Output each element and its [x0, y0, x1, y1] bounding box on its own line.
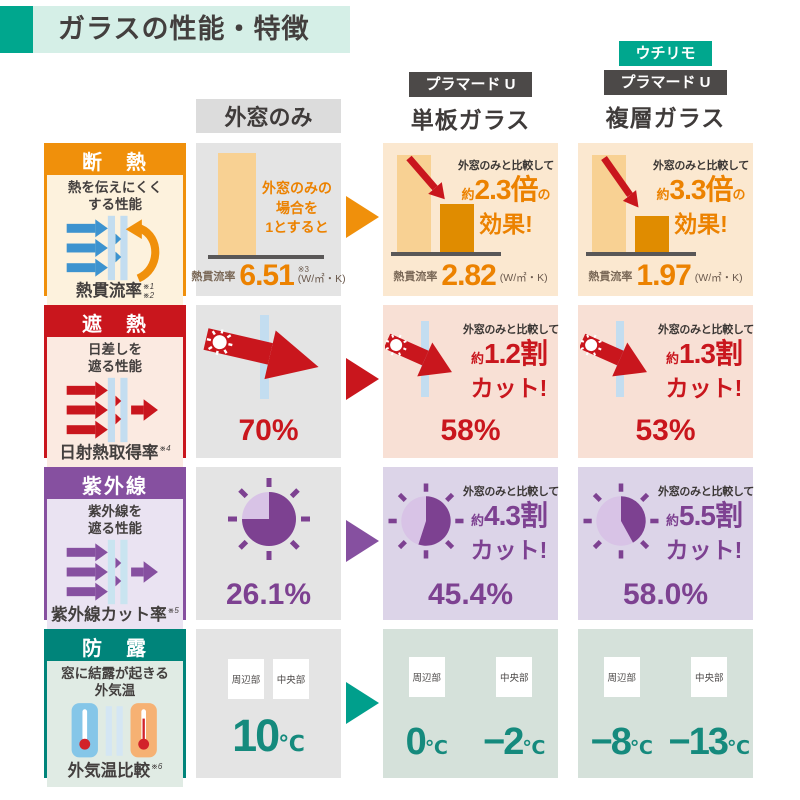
row-card-shading: 遮 熱 日差しを 遮る性能 日射熱取得率 ※4 — [44, 305, 186, 469]
temp-value: −8℃ — [590, 721, 653, 763]
row-desc-shading: 日差しを 遮る性能 — [88, 342, 142, 374]
drop-arrow-icon — [601, 155, 639, 208]
flow-arrow-insulation-icon — [346, 196, 379, 238]
temp-chips: 周辺部 中央部 — [196, 659, 341, 699]
temp-value: 0℃ — [405, 721, 448, 763]
u-value-line: 熱貫流率 6.51 ※3 (W/㎡・K) — [191, 258, 346, 292]
percent-value: 26.1% — [225, 578, 312, 611]
temp-value: 10℃ — [232, 710, 305, 761]
temp-col-peripheral: 周辺部 −8℃ — [578, 629, 666, 778]
improved-bar — [440, 204, 474, 252]
row-metric-condensation: 外気温比較 ※6 — [67, 761, 163, 780]
title-accent-square — [0, 6, 33, 53]
temp-chip-peripheral: 周辺部 — [408, 657, 445, 697]
cell-shading-single: 外窓のみと比較して 約1.2割 カット! 58% — [383, 305, 559, 458]
effect-note: 外窓のみと比較して 約2.3倍の 効果! — [458, 160, 554, 238]
row-header-condensation: 防 露 — [47, 632, 183, 661]
improved-bar — [635, 216, 669, 252]
cell-insulation-double: 外窓のみと比較して 約3.3倍の 効果! 熱貫流率 1.97 (W/㎡・K) — [578, 143, 753, 296]
row-header-shading: 遮 熱 — [47, 308, 183, 337]
temp-chip-peripheral: 周辺部 — [603, 657, 640, 697]
cell-insulation-single: 外窓のみと比較して 約2.3倍の 効果! 熱貫流率 2.82 (W/㎡・K) — [383, 143, 558, 296]
thermometers-icon — [71, 702, 157, 758]
temp-chip-center: 中央部 — [273, 659, 309, 699]
row-metric-shading: 日射熱取得率 ※4 — [59, 443, 171, 462]
effect-note: 外窓のみと比較して 約4.3割 カット! — [463, 486, 559, 564]
flow-arrow-shading-icon — [346, 358, 379, 400]
row-desc-condensation: 窓に結露が起きる 外気温 — [61, 666, 169, 698]
column-header-double: ウチリモ プラマード U 複層ガラス — [578, 41, 753, 133]
flow-arrow-uv-icon — [346, 520, 379, 562]
cell-condensation-single: 周辺部 0℃ 中央部 −2℃ — [383, 629, 558, 778]
sun-arrow-icon — [203, 315, 319, 399]
effect-note: 外窓のみと比較して 約1.2割 カット! — [463, 324, 559, 402]
temp-col-center: 中央部 −13℃ — [666, 629, 754, 778]
temp-chip-peripheral: 周辺部 — [228, 659, 264, 699]
title-banner — [33, 6, 350, 53]
cell-shading-base: 70% — [196, 305, 341, 458]
insulation-arrows-icon — [66, 215, 160, 282]
shading-arrows-icon — [66, 377, 158, 442]
temp-chip-center: 中央部 — [691, 657, 728, 697]
uv-arrows-icon — [66, 539, 158, 604]
page-title: ガラスの性能・特徴 — [58, 14, 310, 44]
sun-arrow-icon — [580, 321, 647, 397]
effect-note: 外窓のみと比較して 約3.3倍の 効果! — [653, 160, 749, 238]
temp-col-center: 中央部 −2℃ — [471, 629, 559, 778]
base-caption: 外窓のみの 場合を 1とすると — [262, 180, 332, 236]
percent-value: 70% — [238, 414, 299, 447]
brand-badge-plamard: プラマード U — [409, 72, 532, 97]
row-card-uv: 紫外線 紫外線を 遮る性能 紫外線カット率 ※5 — [44, 467, 186, 631]
cell-condensation-base: 周辺部 中央部 10℃ — [196, 629, 341, 778]
row-desc-uv: 紫外線を 遮る性能 — [88, 504, 142, 536]
uv-sun-pie-icon — [583, 483, 659, 559]
base-bar — [218, 153, 256, 256]
brand-badge-plamard2: プラマード U — [604, 70, 727, 95]
glass-type-double: 複層ガラス — [605, 105, 726, 131]
temp-col-peripheral: 周辺部 0℃ — [383, 629, 471, 778]
cell-condensation-double: 周辺部 −8℃ 中央部 −13℃ — [578, 629, 753, 778]
column-header-single: プラマード U 単板ガラス — [383, 72, 558, 135]
cell-shading-double: 外窓のみと比較して 約1.3割 カット! 53% — [578, 305, 754, 458]
bar-baseline — [391, 252, 501, 256]
cell-uv-double: 外窓のみと比較して 約5.5割 カット! 58.0% — [578, 467, 754, 620]
flow-arrow-condensation-icon — [346, 682, 379, 724]
percent-value: 58.0% — [622, 578, 709, 611]
row-header-uv: 紫外線 — [47, 470, 183, 499]
percent-value: 53% — [635, 414, 696, 447]
cell-insulation-base: 外窓のみの 場合を 1とすると 熱貫流率 6.51 ※3 (W/㎡・K) — [191, 143, 346, 296]
percent-value: 45.4% — [427, 578, 514, 611]
row-card-condensation: 防 露 窓に結露が起きる 外気温 外気温比較 ※6 — [44, 629, 186, 787]
row-header-insulation: 断 熱 — [47, 146, 183, 175]
cell-uv-single: 外窓のみと比較して 約4.3割 カット! 45.4% — [383, 467, 559, 620]
temp-value: −2℃ — [483, 721, 546, 763]
u-value-line: 熱貫流率 1.97 (W/㎡・K) — [588, 258, 743, 292]
bar-baseline — [586, 252, 696, 256]
brand-badge-uchirimo: ウチリモ — [619, 41, 712, 66]
temp-chip-center: 中央部 — [496, 657, 533, 697]
uv-sun-pie-icon — [228, 478, 310, 560]
effect-note: 外窓のみと比較して 約5.5割 カット! — [658, 486, 754, 564]
column-header-base: 外窓のみ — [196, 99, 341, 133]
effect-note: 外窓のみと比較して 約1.3割 カット! — [658, 324, 754, 402]
sun-arrow-icon — [385, 321, 452, 397]
percent-value: 58% — [440, 414, 501, 447]
row-metric-uv: 紫外線カット率 ※5 — [51, 605, 179, 624]
row-desc-insulation: 熱を伝えにくく する性能 — [67, 180, 163, 212]
drop-arrow-icon — [406, 155, 445, 200]
glass-type-single: 単板ガラス — [410, 107, 531, 133]
base-bar — [397, 155, 431, 252]
cell-uv-base: 26.1% — [196, 467, 341, 620]
temp-value: −13℃ — [668, 721, 750, 763]
uv-sun-pie-icon — [388, 483, 464, 559]
bar-baseline — [208, 255, 324, 259]
row-card-insulation: 断 熱 熱を伝えにくく する性能 熱貫流率 ※1 ※2 — [44, 143, 186, 308]
u-value-line: 熱貫流率 2.82 (W/㎡・K) — [393, 258, 548, 292]
row-metric-insulation: 熱貫流率 ※1 ※2 — [75, 281, 155, 300]
